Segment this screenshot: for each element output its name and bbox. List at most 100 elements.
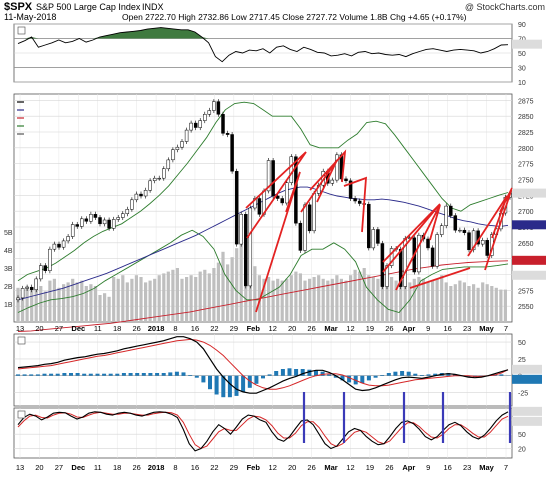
x-tick-label-bottom: 9 bbox=[426, 463, 430, 472]
volume-bar bbox=[171, 269, 175, 322]
macd-histogram-bar bbox=[433, 373, 438, 376]
x-tick-label-bottom: Feb bbox=[247, 463, 261, 472]
volume-bar bbox=[449, 286, 453, 322]
x-tick-label-bottom: 12 bbox=[269, 463, 277, 472]
macd-histogram-bar bbox=[347, 375, 352, 383]
x-tick-label-bottom: 29 bbox=[230, 463, 238, 472]
macd-histogram-bar bbox=[148, 373, 153, 376]
macd-histogram-bar bbox=[55, 373, 60, 376]
macd-histogram-bar bbox=[168, 372, 173, 376]
volume-bar bbox=[330, 278, 334, 322]
volume-bar bbox=[403, 280, 407, 322]
bollinger-upper-line bbox=[17, 101, 509, 282]
price-candle bbox=[66, 236, 70, 242]
x-tick-label: 29 bbox=[230, 324, 238, 333]
volume-bar bbox=[57, 287, 61, 322]
macd-histogram-bar bbox=[208, 375, 212, 390]
price-candle bbox=[16, 297, 20, 301]
price-candle bbox=[166, 159, 171, 170]
price-candle bbox=[376, 229, 380, 244]
price-last-label-box bbox=[512, 188, 546, 198]
price-candle bbox=[266, 160, 271, 192]
x-tick-label-bottom: 26 bbox=[307, 463, 315, 472]
volume-bar bbox=[440, 275, 444, 322]
price-candle bbox=[417, 234, 421, 273]
volume-bar bbox=[435, 278, 439, 322]
volume-bar bbox=[262, 278, 266, 322]
x-tick-label-bottom: Apr bbox=[402, 463, 415, 472]
volume-bar bbox=[399, 278, 403, 322]
macd-histogram-bar bbox=[75, 373, 80, 376]
volume-bar bbox=[52, 278, 56, 322]
wedge-drawing bbox=[245, 151, 307, 239]
volume-bar bbox=[317, 275, 321, 322]
x-tick-label-bottom: May bbox=[479, 463, 494, 472]
watermark: @ StockCharts.com bbox=[465, 2, 545, 12]
price-candle bbox=[207, 110, 212, 115]
price-candle bbox=[248, 207, 253, 287]
volume-bar bbox=[221, 251, 225, 322]
x-tick-label-bottom: 20 bbox=[288, 463, 296, 472]
price-candle bbox=[34, 278, 38, 290]
price-candle bbox=[102, 219, 107, 225]
volume-bar bbox=[285, 278, 289, 322]
macd-histogram-bar bbox=[227, 375, 232, 398]
volume-bar bbox=[431, 280, 435, 322]
macd-histogram-bar bbox=[380, 375, 385, 376]
price-tick-label: 2775 bbox=[518, 162, 534, 169]
volume-bar bbox=[349, 275, 353, 322]
volume-bar bbox=[144, 282, 148, 322]
x-tick-label: 20 bbox=[288, 324, 296, 333]
macd-histogram-bar bbox=[386, 373, 391, 376]
quote-line: Open 2722.70 High 2732.86 Low 2717.45 Cl… bbox=[122, 12, 467, 22]
sto-k-label-box bbox=[512, 406, 542, 416]
price-candle bbox=[111, 219, 116, 229]
price-tick-label: 2850 bbox=[518, 114, 534, 121]
price-candle bbox=[184, 129, 189, 142]
price-tick-label: 2650 bbox=[518, 241, 534, 248]
volume-bar bbox=[280, 280, 284, 322]
price-candle bbox=[157, 177, 161, 180]
volume-bar bbox=[294, 271, 298, 322]
volume-bar bbox=[462, 282, 466, 322]
volume-bar bbox=[75, 282, 79, 322]
price-candle bbox=[285, 182, 289, 204]
rsi-tick-label: 10 bbox=[518, 80, 526, 87]
macd-hist-label-box bbox=[512, 374, 542, 384]
x-tick-label: 26 bbox=[385, 324, 393, 333]
x-tick-label: 26 bbox=[307, 324, 315, 333]
sto-tick-label: 50 bbox=[518, 432, 526, 439]
macd-histogram-bar bbox=[234, 375, 239, 396]
price-candle bbox=[357, 200, 362, 204]
price-tick-label: 2550 bbox=[518, 304, 534, 311]
volume-bar bbox=[467, 286, 471, 322]
price-candle bbox=[70, 224, 75, 237]
price-candle bbox=[225, 133, 230, 135]
price-candle bbox=[430, 247, 435, 267]
volume-bar bbox=[34, 282, 38, 322]
volume-bar bbox=[180, 278, 184, 322]
macd-histogram-bar bbox=[95, 373, 100, 376]
sto-frame bbox=[13, 407, 513, 459]
macd-histogram-bar bbox=[174, 371, 179, 376]
x-tick-label: 18 bbox=[113, 324, 121, 333]
x-tick-label: 12 bbox=[346, 324, 354, 333]
stochastic-panel: 205080 bbox=[13, 392, 542, 459]
price-candle bbox=[203, 114, 207, 121]
volume-bar bbox=[490, 286, 494, 322]
x-tick-label-bottom: 16 bbox=[191, 463, 199, 472]
volume-bar bbox=[276, 278, 280, 322]
x-tick-label-bottom: 19 bbox=[366, 463, 374, 472]
price-candle bbox=[152, 177, 157, 181]
x-tick-label-bottom: 7 bbox=[504, 463, 508, 472]
rsi-tick-label: 30 bbox=[518, 66, 526, 73]
exchange-label: INDX bbox=[142, 2, 164, 12]
macd-histogram-bar bbox=[121, 373, 126, 376]
volume-bar bbox=[358, 271, 362, 322]
ma200-line bbox=[17, 260, 509, 332]
volume-bar bbox=[253, 266, 257, 322]
price-candle bbox=[61, 240, 66, 248]
macd-histogram-bar bbox=[115, 373, 120, 376]
macd-histogram-bar bbox=[294, 369, 299, 376]
macd-histogram-bar bbox=[35, 374, 40, 376]
